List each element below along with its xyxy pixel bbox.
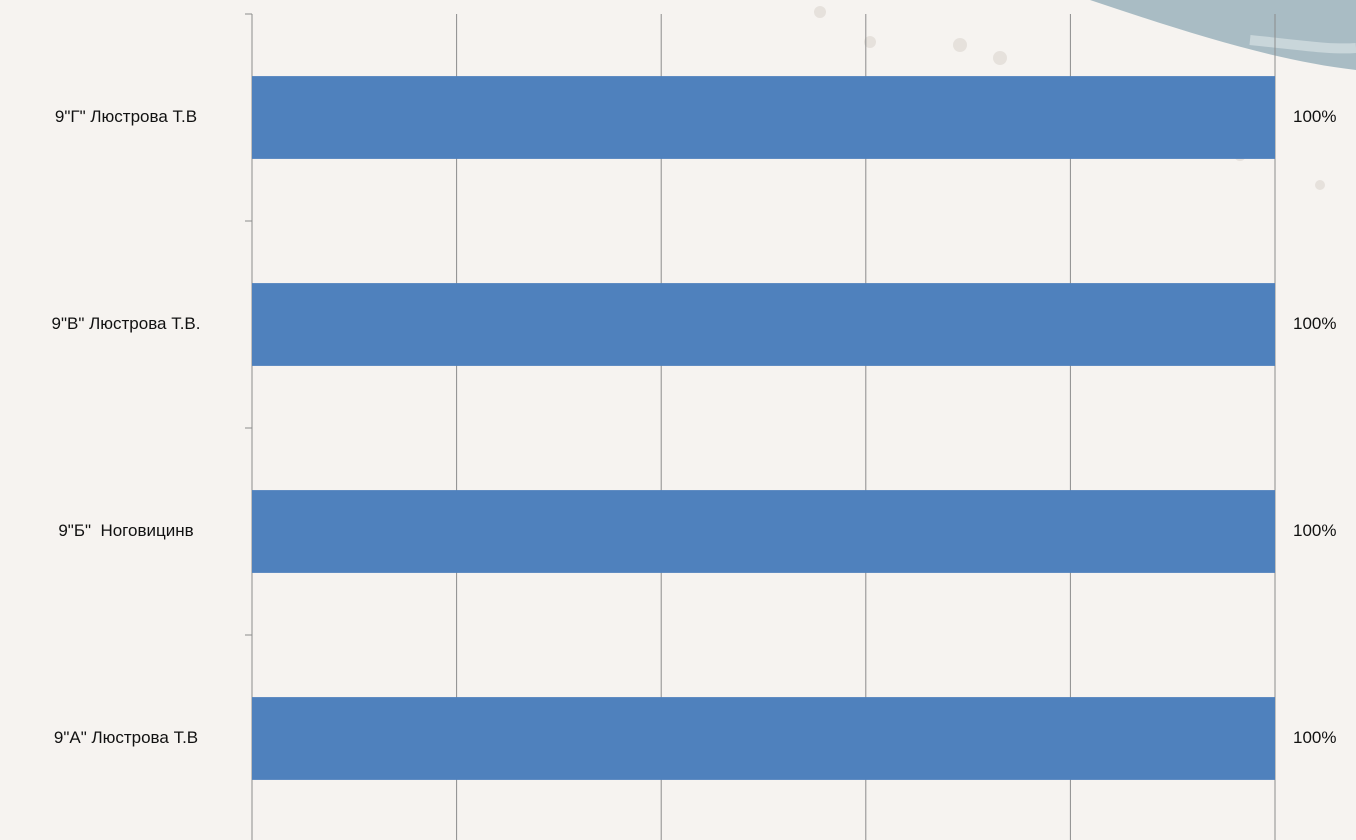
decor-dot [814, 6, 826, 18]
bar [252, 76, 1275, 159]
decor-dot [1315, 180, 1325, 190]
value-label: 100% [1293, 107, 1336, 126]
value-label: 100% [1293, 314, 1336, 333]
value-label: 100% [1293, 521, 1336, 540]
y-tick-label: 9"Г" Люстрова Т.В [55, 107, 197, 126]
decor-dot [864, 36, 876, 48]
decor-shape [1090, 0, 1356, 70]
decor-line [1249, 35, 1356, 54]
y-tick-label: 9"Б" Ноговицинв [58, 521, 193, 540]
y-tick-label: 9"В" Люстрова Т.В. [52, 314, 201, 333]
decor-dot [953, 38, 967, 52]
value-label: 100% [1293, 728, 1336, 747]
decor-dot [993, 51, 1007, 65]
y-tick-label: 9"А" Люстрова Т.В [54, 728, 198, 747]
bar [252, 490, 1275, 573]
bar [252, 697, 1275, 780]
bar [252, 283, 1275, 366]
